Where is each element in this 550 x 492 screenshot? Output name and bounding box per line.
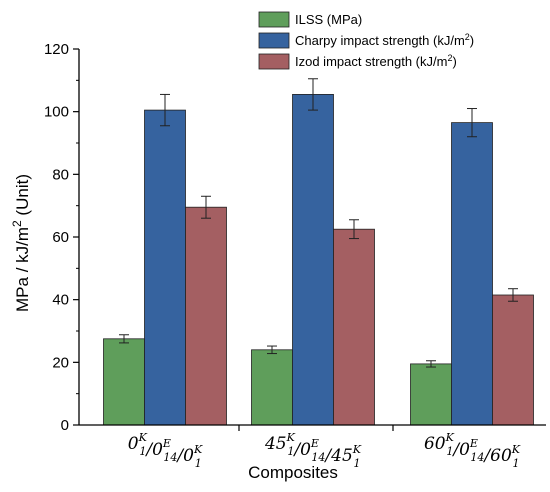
x-category-label: 45K 1/0E 14/45K 1 [264, 431, 362, 470]
error-bar-series0-cat2 [426, 360, 436, 368]
error-bar-series0-cat0 [119, 334, 129, 344]
legend-swatch [258, 11, 290, 28]
bar-series2-cat1 [333, 228, 375, 426]
y-tick-label: 0 [61, 417, 69, 434]
legend-label: Izod impact strength (kJ/m2) [295, 53, 457, 69]
y-tick-label: 40 [52, 292, 69, 309]
x-axis-title: Composites [248, 463, 338, 482]
bars-layer [103, 78, 534, 426]
bar-series0-cat1 [251, 349, 293, 426]
x-category-label: 60K 1/0E 14/60K 1 [424, 431, 521, 470]
bar-series1-cat2 [451, 122, 493, 426]
bar-series2-cat2 [492, 294, 534, 426]
error-bar-series1-cat0 [160, 93, 170, 127]
y-tick-label: 120 [44, 41, 69, 58]
error-bar-series0-cat1 [267, 345, 277, 355]
legend-label: Charpy impact strength (kJ/m2) [295, 32, 474, 48]
x-categories-layer: 0K 1/0E 14/0K 1 45K 1/0E 14/45K 1 60K 1/0E 14/60K 1 [128, 431, 521, 470]
y-tick-label: 20 [52, 354, 69, 371]
y-axis-title-suffix: (Unit) [13, 174, 32, 220]
legend-label: ILSS (MPa) [295, 12, 362, 27]
error-bar-series1-cat1 [308, 78, 318, 111]
legend-swatch [258, 32, 290, 49]
legend-swatch [258, 53, 290, 70]
y-axis-title-sup: 2 [10, 220, 24, 227]
error-bar-series2-cat1 [349, 219, 359, 240]
error-bar-series2-cat0 [201, 195, 211, 219]
bar-series2-cat0 [185, 206, 227, 426]
y-tick-label: 60 [52, 229, 69, 246]
bar-series1-cat0 [144, 109, 186, 426]
x-category-label: 0K 1/0E 14/0K 1 [128, 431, 203, 470]
error-bar-series1-cat2 [467, 108, 477, 138]
y-axis-title-main: MPa / kJ/m [13, 227, 32, 312]
legend: ILSS (MPa) Charpy impact strength (kJ/m2)… [258, 11, 474, 70]
bar-series0-cat2 [410, 363, 452, 426]
bar-series1-cat1 [292, 94, 334, 426]
y-tick-label: 100 [44, 104, 69, 121]
y-ticks-layer: 0 20 40 60 80 100 120 [44, 41, 394, 434]
error-bar-series2-cat2 [508, 288, 518, 302]
y-axis-title: MPa / kJ/m2 (Unit) [10, 174, 32, 312]
y-tick-label: 80 [52, 166, 69, 183]
bar-series0-cat0 [103, 338, 145, 426]
